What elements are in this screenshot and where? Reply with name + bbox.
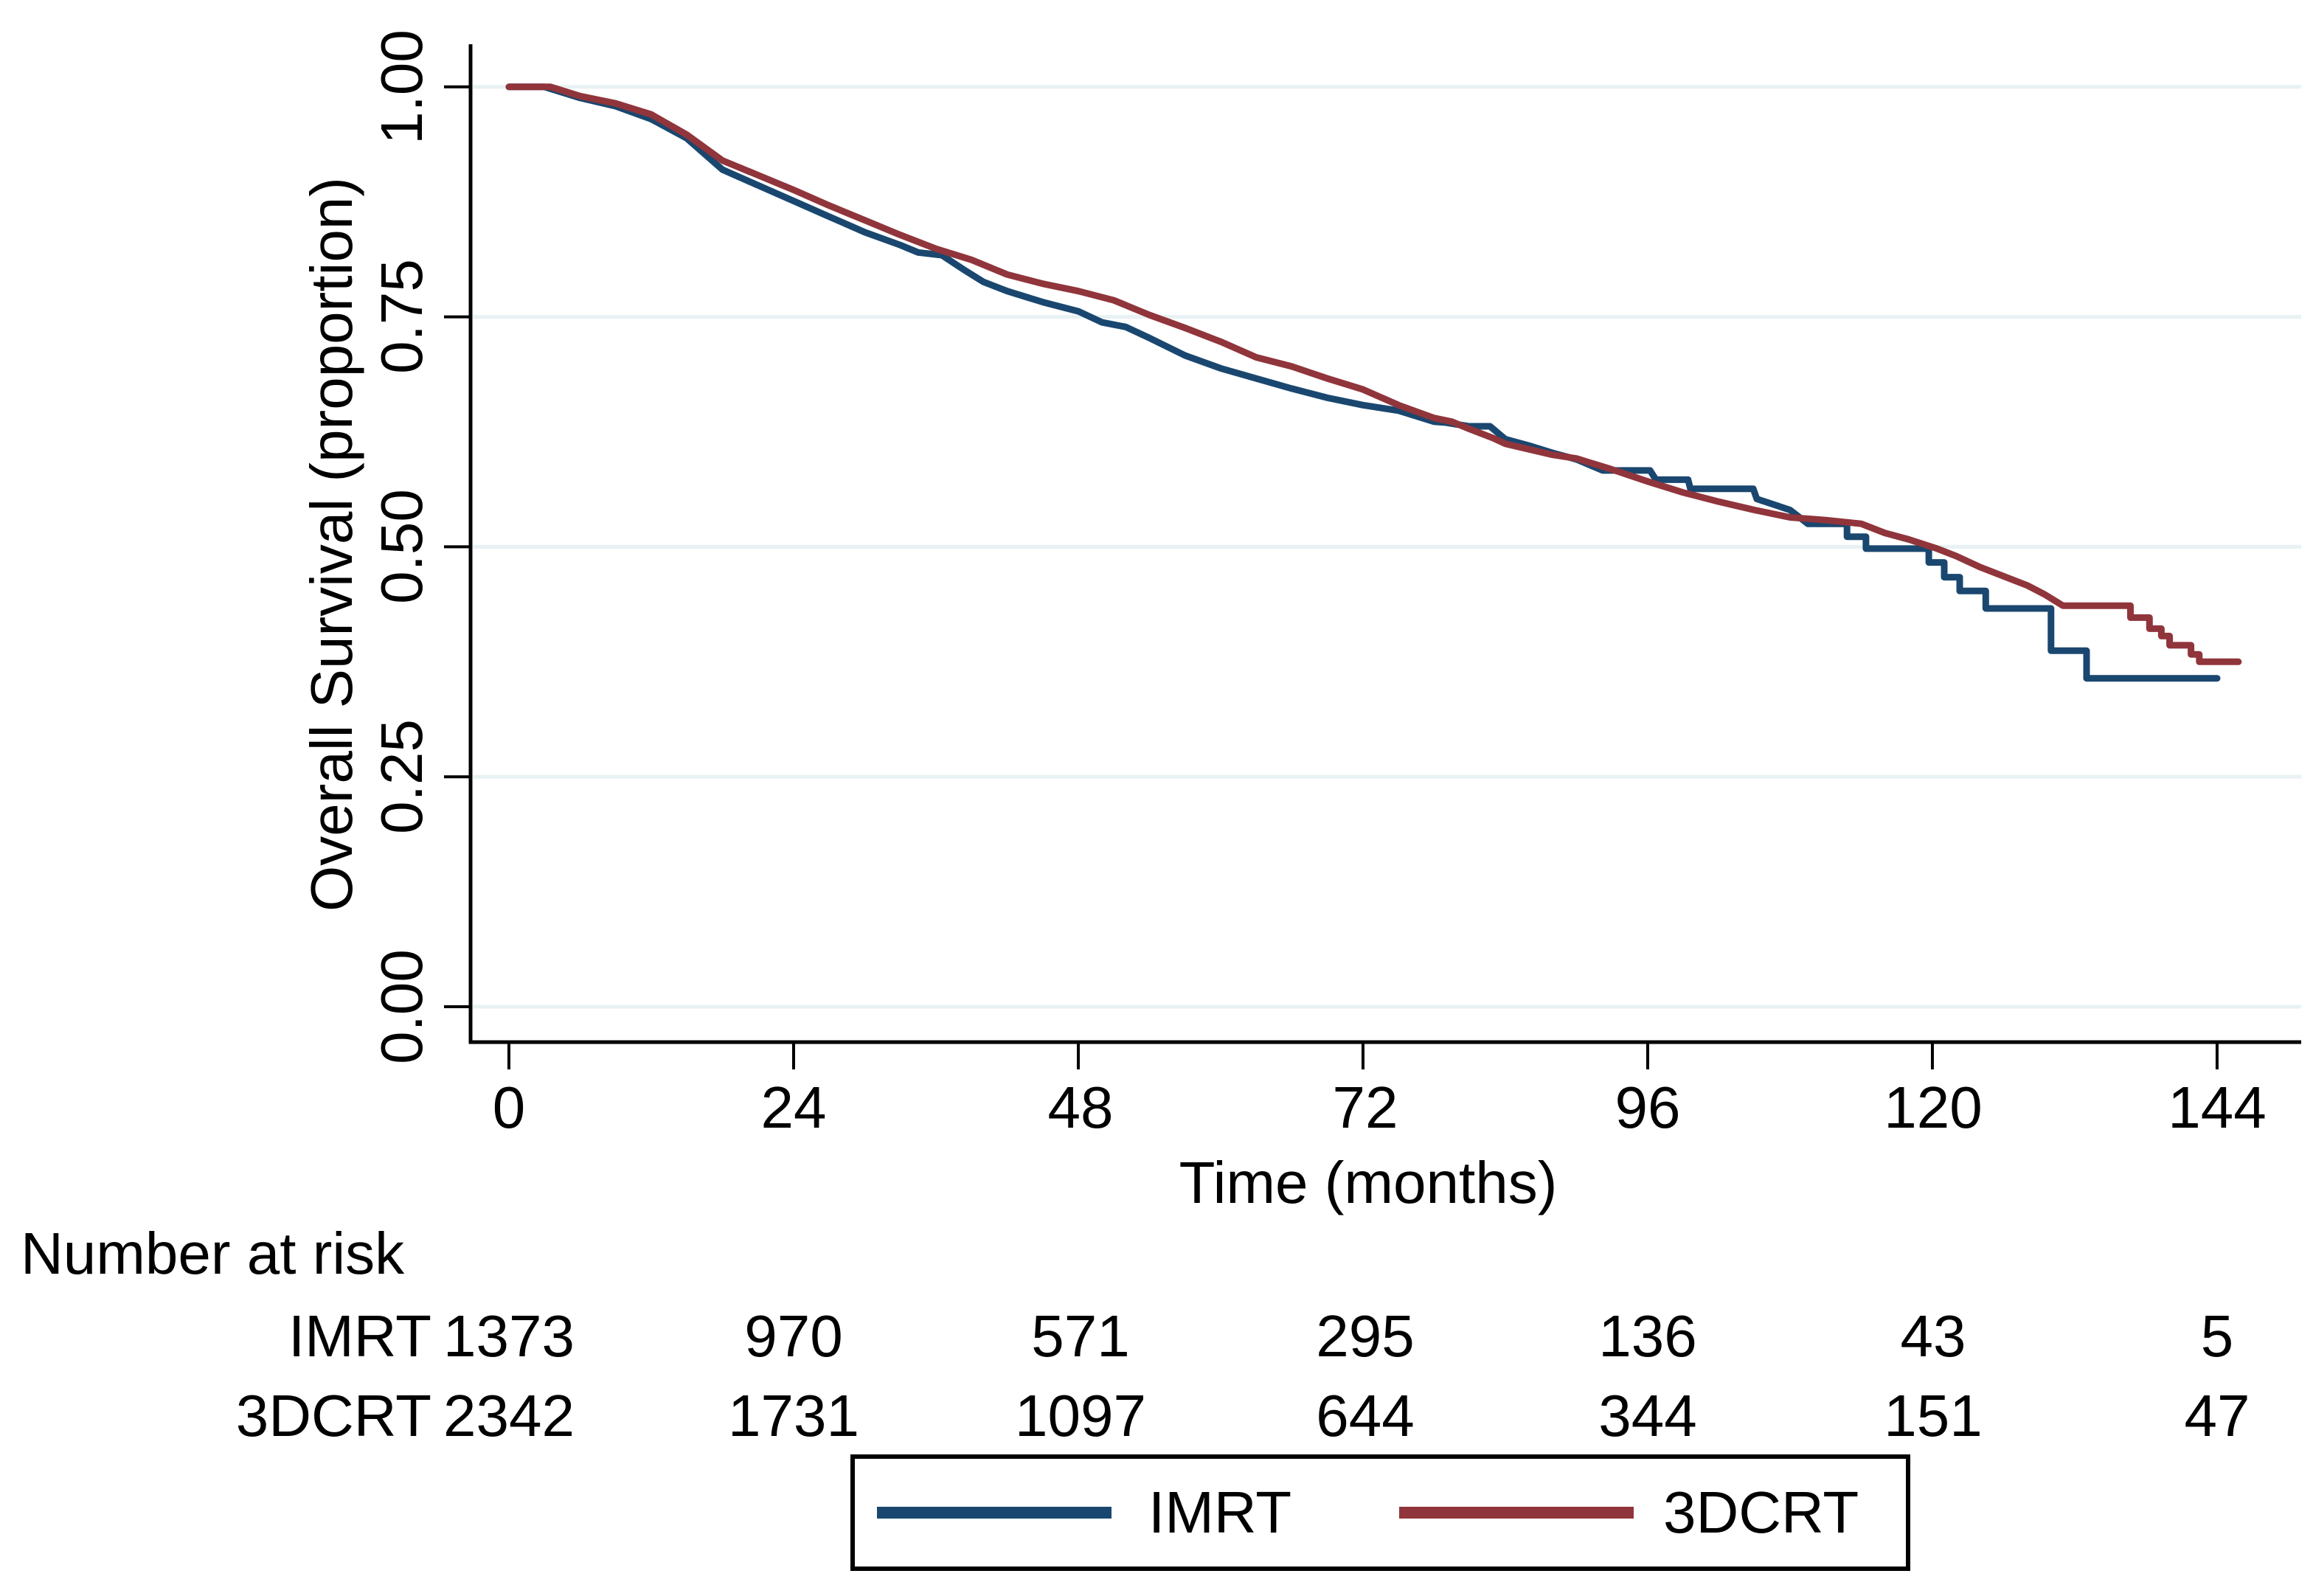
- risk-table-title: Number at risk: [21, 1221, 405, 1286]
- risk-count: 1097: [1015, 1383, 1146, 1448]
- y-tick-label-0.25: 0.25: [369, 719, 434, 834]
- x-tick-label-0: 0: [492, 1075, 526, 1140]
- legend-line-imrt: [877, 1507, 1112, 1519]
- risk-count: 47: [2184, 1383, 2250, 1448]
- risk-count: 151: [1884, 1383, 1983, 1448]
- x-axis-title: Time (months): [1179, 1150, 1558, 1215]
- legend-label-imrt: IMRT: [1148, 1479, 1292, 1545]
- x-tick-label-96: 96: [1615, 1075, 1681, 1140]
- x-tick-label-120: 120: [1884, 1075, 1983, 1140]
- x-tick-label-144: 144: [2168, 1075, 2267, 1140]
- legend-label-3dcrt: 3DCRT: [1663, 1479, 1859, 1545]
- risk-count: 136: [1598, 1303, 1697, 1369]
- y-tick-label-0.75: 0.75: [369, 259, 434, 374]
- risk-count: 1731: [728, 1383, 859, 1448]
- risk-count: 43: [1900, 1303, 1966, 1369]
- risk-count: 2342: [443, 1383, 575, 1448]
- risk-count: 5: [2200, 1303, 2234, 1369]
- risk-count: 970: [744, 1303, 843, 1369]
- risk-count: 344: [1598, 1383, 1697, 1448]
- x-tick-label-72: 72: [1332, 1075, 1398, 1140]
- survival-curve-3dcrt: [505, 83, 2242, 665]
- y-axis-title: Overall Survival (proportion): [299, 177, 364, 912]
- x-tick-label-48: 48: [1047, 1075, 1114, 1140]
- y-tick-label-0.50: 0.50: [369, 489, 434, 604]
- x-tick-label-24: 24: [760, 1075, 827, 1140]
- y-tick-label-1.00: 1.00: [369, 30, 434, 145]
- y-tick-label-0.00: 0.00: [369, 949, 434, 1064]
- legend: IMRT 3DCRT: [850, 1454, 1910, 1571]
- risk-row-label-3dcrt: 3DCRT: [235, 1383, 431, 1448]
- risk-count: 1373: [443, 1303, 575, 1369]
- legend-line-3dcrt: [1399, 1507, 1634, 1519]
- risk-row-label-imrt: IMRT: [288, 1303, 431, 1369]
- risk-count: 571: [1031, 1303, 1130, 1369]
- risk-count: 644: [1316, 1383, 1415, 1448]
- risk-count: 295: [1316, 1303, 1415, 1369]
